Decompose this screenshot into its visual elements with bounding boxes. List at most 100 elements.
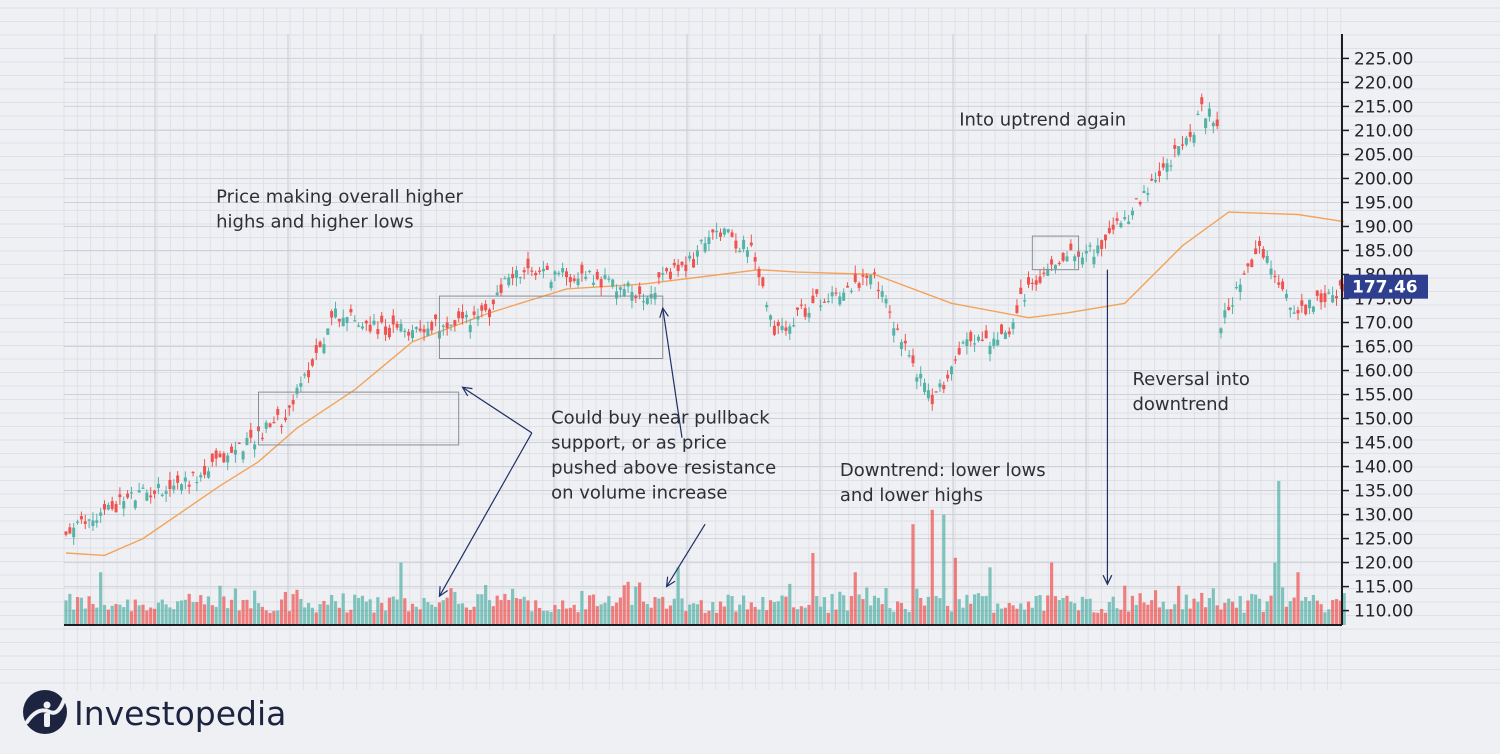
arrow-head-icon bbox=[659, 306, 669, 318]
candle-body bbox=[715, 230, 719, 233]
candle-body bbox=[1311, 306, 1315, 312]
candle-body bbox=[626, 282, 630, 287]
candle-body bbox=[268, 423, 272, 427]
annotation-line: on volume increase bbox=[551, 482, 727, 503]
candle-body bbox=[226, 455, 230, 463]
volume-bar bbox=[87, 596, 91, 625]
volume-bar bbox=[1007, 602, 1011, 625]
volume-bar bbox=[792, 607, 796, 625]
candle-body bbox=[264, 422, 268, 429]
volume-bar bbox=[641, 601, 646, 625]
volume-bar bbox=[930, 509, 934, 625]
volume-bar bbox=[645, 604, 649, 625]
volume-bar bbox=[1061, 598, 1065, 625]
candle-body bbox=[942, 384, 946, 390]
volume-bar bbox=[1254, 594, 1258, 625]
candle-body bbox=[1292, 312, 1296, 314]
volume-bar bbox=[1338, 600, 1342, 625]
volume-bar bbox=[380, 602, 384, 625]
candle-body bbox=[1242, 273, 1246, 275]
volume-bar bbox=[1123, 585, 1127, 625]
volume-bar bbox=[64, 600, 68, 625]
candle-body bbox=[153, 490, 157, 494]
candle-body bbox=[1331, 295, 1335, 303]
arrow-line bbox=[462, 386, 533, 434]
volume-bar bbox=[434, 606, 438, 625]
candle-body bbox=[884, 299, 888, 304]
volume-bar bbox=[926, 596, 930, 625]
candle-body bbox=[780, 325, 784, 331]
candle-body bbox=[1281, 281, 1285, 290]
volume-bar bbox=[564, 608, 569, 625]
volume-bar bbox=[476, 594, 480, 625]
candle-body bbox=[961, 342, 965, 344]
candle-body bbox=[295, 387, 299, 394]
candle-body bbox=[1130, 210, 1134, 216]
volume-bar bbox=[1103, 612, 1108, 625]
candle-body bbox=[230, 446, 234, 453]
candle-body bbox=[607, 278, 611, 280]
volume-bar bbox=[387, 597, 391, 625]
candle-body bbox=[445, 322, 449, 329]
volume-bar bbox=[1296, 572, 1300, 625]
volume-bar bbox=[368, 599, 372, 625]
candle-body bbox=[842, 292, 846, 301]
volume-bar bbox=[314, 612, 318, 625]
candle-body bbox=[83, 521, 87, 525]
volume-bar bbox=[1030, 607, 1034, 625]
candle-body bbox=[1215, 119, 1219, 127]
candle-body bbox=[745, 250, 749, 257]
candle-body bbox=[488, 309, 491, 318]
volume-bar bbox=[622, 585, 626, 625]
candle-body bbox=[91, 520, 95, 526]
candle-body bbox=[1300, 300, 1304, 306]
candle-body bbox=[642, 301, 645, 303]
volume-bar bbox=[996, 603, 1000, 625]
candle-body bbox=[403, 330, 407, 333]
candle-body bbox=[615, 291, 619, 299]
candle-body bbox=[330, 311, 334, 318]
candle-body bbox=[1107, 227, 1111, 233]
candle-body bbox=[299, 383, 303, 387]
candle-body bbox=[857, 283, 861, 288]
volume-bar bbox=[788, 583, 792, 625]
candle-body bbox=[973, 343, 977, 345]
annotation-line: Could buy near pullback bbox=[551, 407, 770, 428]
candle-body bbox=[992, 338, 996, 346]
candle-body bbox=[322, 344, 326, 354]
volume-bar bbox=[410, 603, 415, 625]
candle-body bbox=[522, 270, 526, 273]
volume-bar bbox=[1073, 603, 1077, 625]
candle-body bbox=[160, 494, 164, 496]
y-tick-label: 150.00 bbox=[1354, 410, 1413, 430]
candle-body bbox=[314, 345, 318, 353]
consolidation-box bbox=[438, 295, 664, 360]
candle-body bbox=[711, 229, 715, 233]
volume-bar bbox=[422, 597, 426, 625]
candle-body bbox=[99, 512, 103, 516]
volume-bar bbox=[1042, 611, 1046, 625]
candle-body bbox=[545, 265, 549, 270]
volume-bar bbox=[511, 588, 515, 625]
candle-body bbox=[457, 311, 461, 319]
volume-bar bbox=[649, 607, 653, 625]
candle-body bbox=[260, 437, 264, 440]
candle-body bbox=[538, 270, 542, 272]
volume-bar bbox=[1261, 611, 1265, 625]
volume-bar bbox=[892, 611, 896, 625]
candle-body bbox=[668, 271, 672, 279]
volume-bar bbox=[229, 599, 234, 625]
candle-body bbox=[1138, 202, 1142, 205]
annotation-text: Into uptrend again bbox=[959, 110, 1126, 131]
candle-body bbox=[426, 328, 430, 336]
candle-body bbox=[499, 284, 503, 293]
volume-bar bbox=[872, 595, 877, 625]
volume-bar bbox=[376, 597, 380, 625]
candle-body bbox=[380, 315, 384, 323]
volume-bar bbox=[487, 600, 492, 625]
volume-bar bbox=[403, 598, 407, 625]
volume-bar bbox=[711, 602, 715, 625]
candle-body bbox=[1030, 282, 1034, 285]
candle-body bbox=[164, 491, 168, 494]
candle-body bbox=[965, 339, 969, 346]
